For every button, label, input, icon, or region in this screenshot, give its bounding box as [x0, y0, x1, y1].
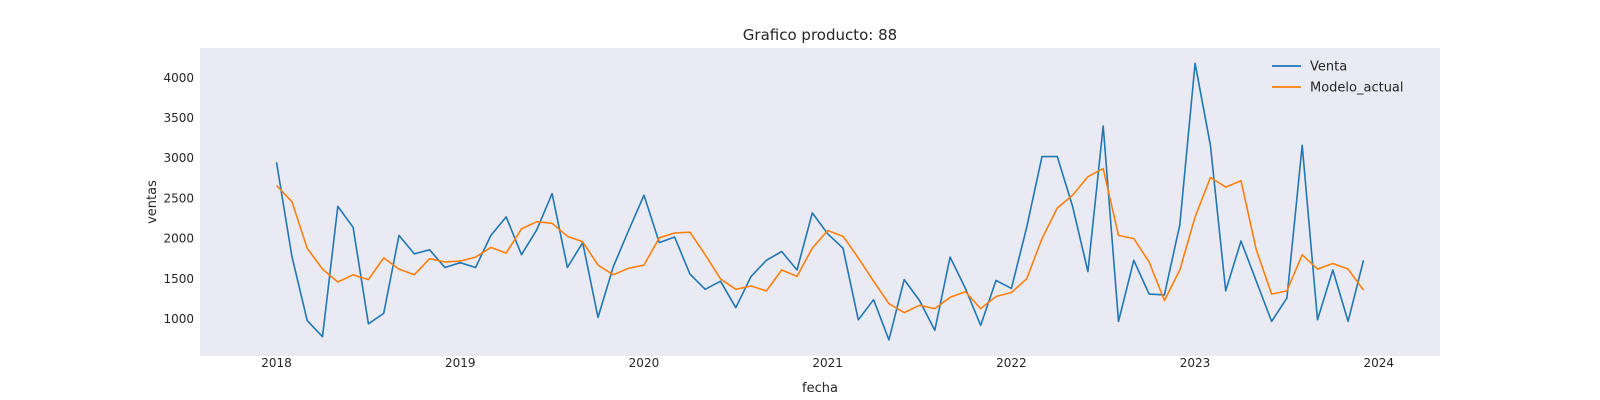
y-tick-label: 1500 — [163, 272, 194, 286]
series-line-modelo-actual — [275, 167, 1365, 314]
y-tick-label: 1000 — [163, 312, 194, 326]
y-tick-label: 4000 — [163, 71, 194, 85]
chart-title: Grafico producto: 88 — [743, 26, 897, 44]
x-tick-label: 2022 — [996, 356, 1027, 370]
y-tick-labels: 1000 1500 2000 2500 3000 3500 4000 — [163, 71, 194, 326]
plot-area — [200, 48, 1440, 356]
y-tick-label: 3500 — [163, 111, 194, 125]
y-tick-label: 3000 — [163, 151, 194, 165]
series-line-venta — [275, 62, 1365, 341]
y-tick-label: 2500 — [163, 191, 194, 205]
series-lines — [275, 62, 1365, 341]
x-axis-label: fecha — [802, 381, 838, 396]
y-axis-label: ventas — [145, 180, 160, 224]
x-tick-label: 2023 — [1180, 356, 1211, 370]
x-tick-label: 2019 — [445, 356, 476, 370]
x-tick-label: 2018 — [261, 356, 292, 370]
y-tick-label: 2000 — [163, 232, 194, 246]
x-tick-label: 2021 — [812, 356, 843, 370]
legend: Venta Modelo_actual — [1272, 60, 1404, 96]
x-tick-label: 2020 — [629, 356, 660, 370]
x-tick-labels: 2018 2019 2020 2021 2022 2023 2024 — [261, 356, 1394, 370]
x-tick-label: 2024 — [1363, 356, 1394, 370]
legend-label: Modelo_actual — [1310, 81, 1404, 96]
legend-label: Venta — [1310, 60, 1347, 75]
